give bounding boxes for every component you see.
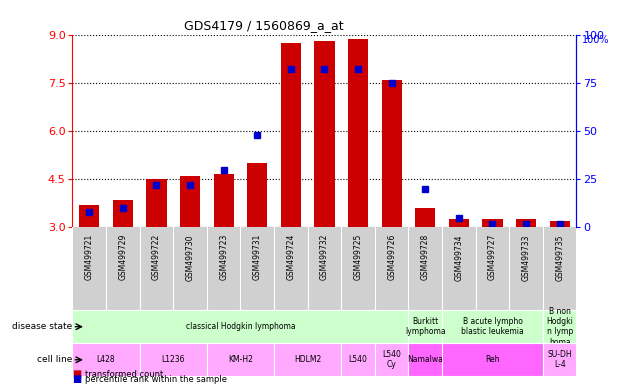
- Text: GSM499724: GSM499724: [287, 234, 295, 280]
- Text: GSM499723: GSM499723: [219, 234, 228, 280]
- Text: HDLM2: HDLM2: [294, 355, 321, 364]
- Text: disease state: disease state: [12, 322, 72, 331]
- Bar: [543, 310, 576, 343]
- Text: Reh: Reh: [485, 355, 500, 364]
- Text: cell line: cell line: [37, 355, 72, 364]
- Bar: [382, 79, 402, 227]
- Text: GSM499730: GSM499730: [186, 234, 195, 281]
- Text: GSM499735: GSM499735: [555, 234, 564, 281]
- Text: transformed count: transformed count: [85, 370, 163, 379]
- Text: L540
Cy: L540 Cy: [382, 350, 401, 369]
- Bar: [180, 176, 200, 227]
- Text: ■: ■: [72, 374, 82, 384]
- Text: GSM499732: GSM499732: [320, 234, 329, 280]
- Text: B acute lympho
blastic leukemia: B acute lympho blastic leukemia: [461, 317, 524, 336]
- Bar: [72, 343, 140, 376]
- Text: SU-DH
L-4: SU-DH L-4: [547, 350, 572, 369]
- Bar: [449, 219, 469, 227]
- Bar: [274, 343, 341, 376]
- Bar: [442, 343, 543, 376]
- Bar: [146, 179, 166, 227]
- Bar: [415, 208, 435, 227]
- Bar: [281, 43, 301, 227]
- Bar: [408, 310, 442, 343]
- Title: GDS4179 / 1560869_a_at: GDS4179 / 1560869_a_at: [184, 19, 344, 32]
- Bar: [314, 41, 335, 227]
- Text: GSM499721: GSM499721: [85, 234, 94, 280]
- Bar: [247, 163, 267, 227]
- Text: KM-H2: KM-H2: [228, 355, 253, 364]
- Text: GSM499731: GSM499731: [253, 234, 261, 280]
- Bar: [207, 343, 274, 376]
- Bar: [408, 343, 442, 376]
- Text: B non
Hodgki
n lymp
homa: B non Hodgki n lymp homa: [546, 306, 573, 347]
- Bar: [442, 310, 543, 343]
- Text: GSM499729: GSM499729: [118, 234, 127, 280]
- Bar: [79, 205, 100, 227]
- Text: GSM499734: GSM499734: [454, 234, 463, 281]
- Bar: [375, 343, 408, 376]
- Bar: [341, 343, 375, 376]
- Text: GSM499722: GSM499722: [152, 234, 161, 280]
- Text: L1236: L1236: [161, 355, 185, 364]
- Bar: [549, 221, 570, 227]
- Text: L428: L428: [97, 355, 115, 364]
- Text: GSM499733: GSM499733: [522, 234, 530, 281]
- Text: 100%: 100%: [581, 35, 609, 45]
- Bar: [348, 40, 368, 227]
- Text: GSM499727: GSM499727: [488, 234, 497, 280]
- Bar: [214, 174, 234, 227]
- Bar: [72, 310, 408, 343]
- Text: GSM499728: GSM499728: [421, 234, 430, 280]
- Bar: [543, 343, 576, 376]
- Bar: [483, 219, 503, 227]
- Text: percentile rank within the sample: percentile rank within the sample: [85, 375, 227, 384]
- Text: classical Hodgkin lymphoma: classical Hodgkin lymphoma: [186, 322, 295, 331]
- Bar: [113, 200, 133, 227]
- Text: Burkitt
lymphoma: Burkitt lymphoma: [405, 317, 445, 336]
- Text: L540: L540: [348, 355, 367, 364]
- Text: ■: ■: [72, 369, 82, 379]
- Bar: [516, 219, 536, 227]
- Bar: [140, 343, 207, 376]
- Text: Namalwa: Namalwa: [408, 355, 443, 364]
- Text: GSM499726: GSM499726: [387, 234, 396, 280]
- Text: GSM499725: GSM499725: [353, 234, 362, 280]
